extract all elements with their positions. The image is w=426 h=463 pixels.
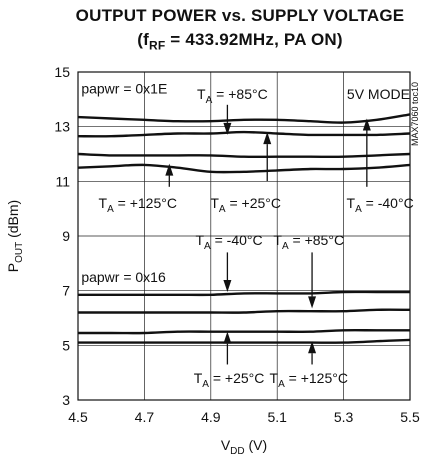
chart-title: OUTPUT POWER vs. SUPPLY VOLTAGE [75, 6, 405, 25]
annotation-label: 5V MODE [347, 86, 410, 102]
plot-frame [77, 71, 411, 401]
arrow-head [308, 341, 317, 354]
x-tick-label: 5.1 [267, 409, 287, 425]
x-axis-label: VDD (V) [221, 437, 267, 457]
series-group [77, 113, 411, 344]
arrow-head [308, 296, 317, 309]
y-tick-label: 13 [54, 119, 70, 135]
temperature-label: TA = +25°C [210, 195, 281, 215]
annotation-label: papwr = 0x16 [81, 269, 166, 285]
temperature-label: TA = -40°C [347, 195, 414, 215]
temperature-label: TA = +25°C [194, 370, 265, 390]
y-tick-label: 9 [62, 228, 70, 244]
y-tick-label: 3 [62, 392, 70, 408]
x-tick-label: 4.7 [135, 409, 155, 425]
tick-group: 4.5 4.7 4.9 5.1 5.3 5.5 3 5 7 9 11 13 15 [54, 64, 420, 425]
x-tick-label: 4.5 [68, 409, 88, 425]
series-line [77, 113, 411, 124]
y-tick-label: 15 [54, 64, 70, 80]
temperature-label: TA = +85°C [197, 86, 268, 106]
x-tick-label: 4.9 [201, 409, 221, 425]
temperature-label: TA = +85°C [273, 232, 344, 252]
temperature-label: TA = -40°C [195, 232, 262, 252]
arrow-head [223, 122, 232, 135]
temperature-label: TA = +125°C [270, 370, 348, 390]
series-line [77, 130, 411, 138]
arrow-head [223, 331, 232, 344]
x-tick-label: 5.5 [400, 409, 420, 425]
y-tick-label: 7 [62, 283, 70, 299]
arrow-head [165, 163, 174, 176]
y-tick-label: 11 [55, 173, 70, 189]
arrow-head [223, 280, 232, 293]
series-line [77, 290, 410, 297]
x-tick-label: 5.3 [334, 409, 354, 425]
arrow-head [362, 118, 371, 131]
annotation-label: papwr = 0x1E [81, 80, 167, 96]
chart-subtitle: (fRF = 433.92MHz, PA ON) [137, 30, 343, 53]
series-line [78, 308, 411, 314]
arrow-group [165, 104, 371, 365]
y-tick-label: 5 [62, 337, 70, 353]
series-line [77, 338, 411, 344]
label-group: papwr = 0x1E 5V MODE papwr = 0x16 TA = +85°… [81, 80, 413, 390]
series-line [77, 163, 411, 174]
arrow-head [263, 132, 272, 145]
temperature-label: TA = +125°C [99, 195, 177, 215]
series-line [77, 152, 411, 159]
series-line [77, 329, 410, 335]
side-label: MAX7060 toc10 [410, 82, 420, 146]
y-axis-label: POUT (dBm) [5, 200, 25, 272]
